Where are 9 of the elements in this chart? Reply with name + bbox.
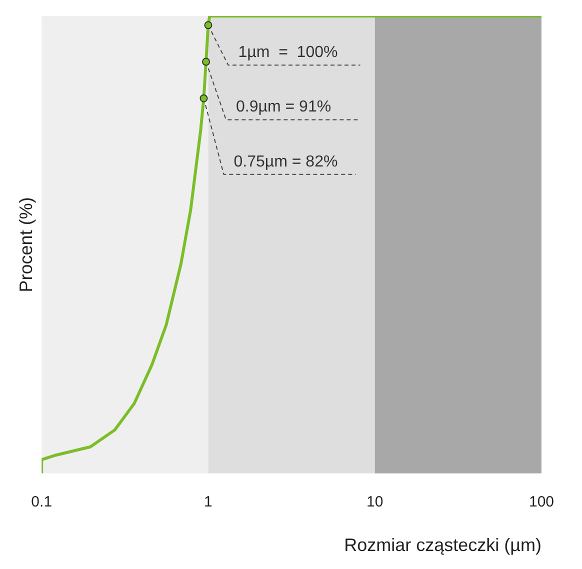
- x-tick-label: 1: [204, 494, 212, 511]
- x-tick-label: 100: [528, 494, 554, 511]
- y-axis-title: Procent (%): [16, 197, 36, 292]
- x-axis-title: Rozmiar cząsteczki (µm): [344, 535, 542, 556]
- x-tick-label: 0.1: [31, 494, 52, 511]
- x-tick-label: 10: [366, 494, 384, 511]
- annotation: 0.75µm = 82%: [234, 153, 338, 170]
- annotation: 0.9µm = 91%: [236, 98, 332, 116]
- annotation: 1µm = 100%: [238, 44, 338, 62]
